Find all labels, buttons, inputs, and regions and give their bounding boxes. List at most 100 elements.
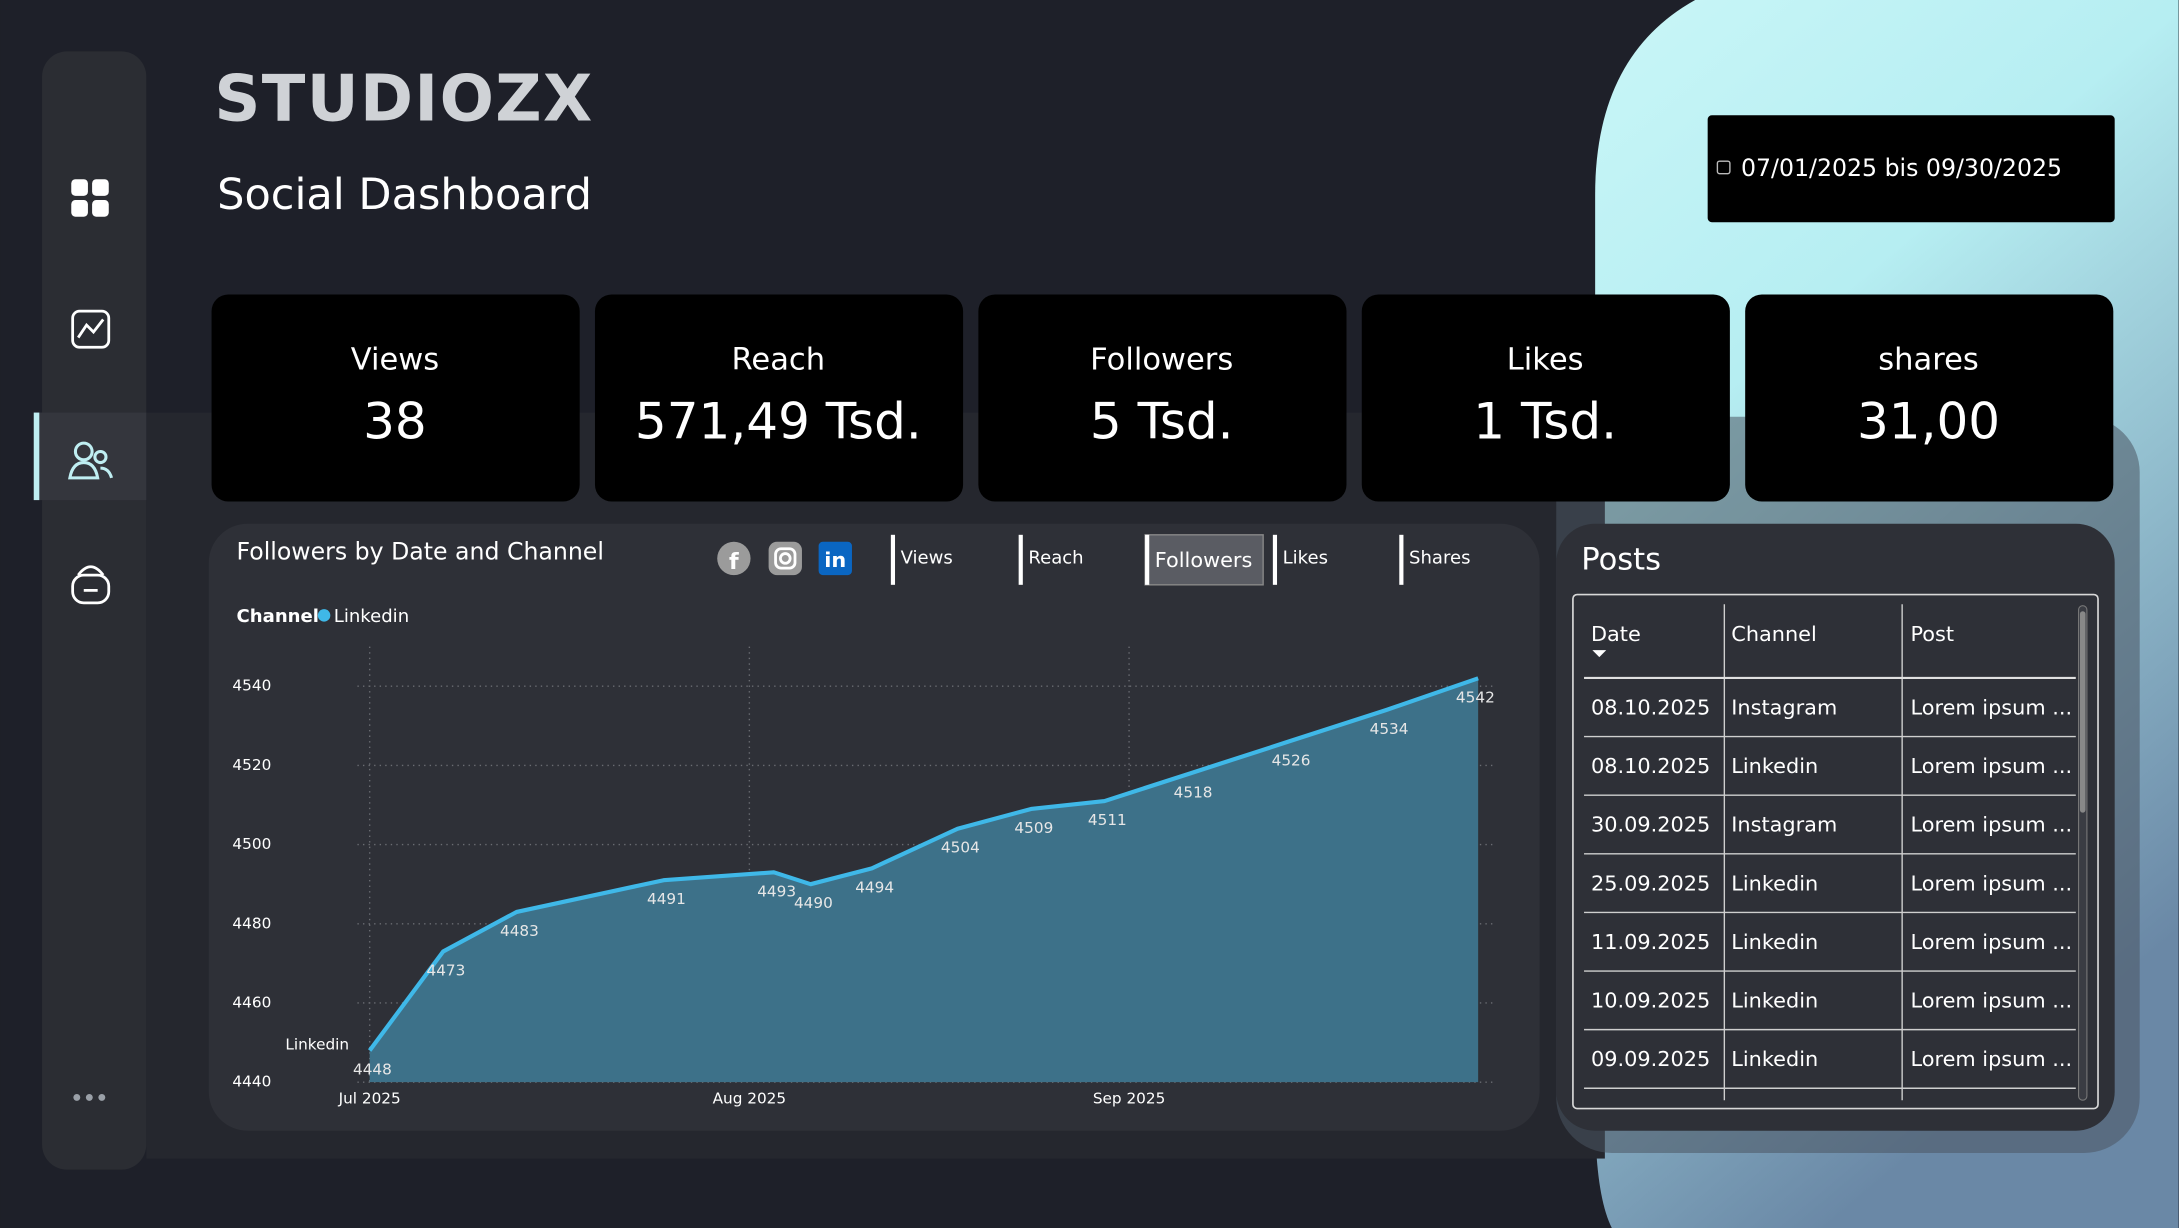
data-label: 4491 <box>647 890 686 908</box>
facebook-icon[interactable] <box>717 541 751 576</box>
posts-panel <box>1556 523 2115 1131</box>
table-cell: Lorem ipsum ... <box>1910 989 2072 1013</box>
data-label: 4504 <box>941 839 980 857</box>
table-cell: Linkedin <box>1731 930 1818 954</box>
linkedin-glyph: in <box>824 548 846 572</box>
line <box>367 676 1479 1052</box>
table-cell: 11.09.2025 <box>1591 930 1710 954</box>
data-label: 4483 <box>500 922 539 940</box>
data-label: 4518 <box>1174 783 1213 801</box>
date-filter[interactable] <box>1707 115 2115 223</box>
kpi-value: 1 Tsd. <box>1473 393 1617 451</box>
y-tick-label: 4440 <box>232 1073 271 1091</box>
table-cell: Linkedin <box>1731 989 1818 1013</box>
button-bar <box>1018 534 1023 585</box>
posts-title: Posts <box>1581 543 1661 578</box>
table-cell: Lorem ipsum ... <box>1910 695 2072 719</box>
kpi-label: Views <box>351 343 439 378</box>
page-title: Social Dashboard <box>217 170 592 220</box>
x-tick-label: Sep 2025 <box>1093 1089 1165 1107</box>
sidebar <box>42 51 147 1170</box>
posts-table: Date Channel Post 08.10.2025 Instagram Lorem … <box>1584 604 2076 1101</box>
nav-active-indicator <box>33 412 40 501</box>
kpi-value: 5 Tsd. <box>1090 393 1234 451</box>
nav-analytics[interactable] <box>71 309 111 349</box>
data-label: 4511 <box>1088 811 1127 829</box>
table-cell: 30.09.2025 <box>1591 813 1710 837</box>
y-tick-label: 4520 <box>232 756 271 774</box>
data-label: 4473 <box>427 961 466 979</box>
y-tick-label: 4460 <box>232 993 271 1011</box>
kpi-card <box>978 294 1347 502</box>
kpi-card <box>1361 294 1730 502</box>
data-label: 4490 <box>794 894 833 912</box>
posts-table-border <box>1572 593 2099 1110</box>
chart-title: Followers by Date and Channel <box>237 537 604 565</box>
data-label: 4509 <box>1014 819 1053 837</box>
legend-label: Linkedin <box>334 606 409 627</box>
nav-social[interactable] <box>68 441 114 480</box>
linkedin-icon[interactable] <box>818 541 852 576</box>
button-bar <box>1399 534 1404 585</box>
scrollbar-thumb[interactable] <box>2079 611 2086 813</box>
kpi-label: Reach <box>732 343 826 378</box>
chart: Channel Linkedin 4440 4460 4480 4500 4520 4540 J… <box>232 606 1497 1107</box>
metric-button-label: Reach <box>1028 547 1083 568</box>
facebook-glyph: f <box>729 549 739 575</box>
table-cell: Linkedin <box>1731 1047 1818 1071</box>
column-header[interactable]: Post <box>1910 622 1954 646</box>
date-range: 07/01/2025 bis 09/30/2025 <box>1741 154 2062 182</box>
instagram-glyph <box>774 547 797 570</box>
kpi-card <box>211 294 580 502</box>
kpi-label: Likes <box>1507 343 1584 378</box>
metric-button-label: Shares <box>1409 547 1470 568</box>
table-cell: Instagram <box>1731 813 1837 837</box>
kpi-label: shares <box>1878 343 1979 378</box>
button-bar <box>1272 534 1278 585</box>
table-cell: Linkedin <box>1731 754 1818 778</box>
table-cell: Instagram <box>1731 695 1837 719</box>
data-label: 4534 <box>1370 720 1409 738</box>
data-label: 4542 <box>1456 688 1495 706</box>
column-header[interactable]: Channel <box>1731 622 1817 646</box>
nav-home[interactable] <box>71 179 109 217</box>
metric-button-active[interactable] <box>1144 534 1264 586</box>
table-cell: 25.09.2025 <box>1591 871 1710 895</box>
metric-button-label: Views <box>901 547 953 568</box>
kpi-value: 571,49 Tsd. <box>635 393 922 451</box>
kpi-card <box>594 294 964 502</box>
x-tick-label: Jul 2025 <box>338 1089 401 1107</box>
calendar-icon <box>1716 160 1731 175</box>
data-label: 4493 <box>757 882 796 900</box>
sort-indicator <box>1592 650 1607 658</box>
y-tick-label: 4540 <box>232 677 271 695</box>
data-label: 4526 <box>1272 752 1311 770</box>
instagram-glyph <box>779 552 792 565</box>
y-tick-label: 4500 <box>232 835 271 853</box>
button-bar <box>890 534 896 585</box>
series-end-label: Linkedin <box>285 1035 349 1053</box>
table-cell: 08.10.2025 <box>1591 695 1710 719</box>
metric-button-label: Likes <box>1283 547 1328 568</box>
table-cell: Lorem ipsum ... <box>1910 1047 2072 1071</box>
legend-marker <box>317 609 331 622</box>
metric-button-label: Followers <box>1155 548 1253 572</box>
data-label: 4448 <box>353 1060 392 1078</box>
instagram-icon[interactable] <box>768 541 802 576</box>
column-header[interactable]: Date <box>1591 622 1641 646</box>
data-label: 4494 <box>855 878 894 896</box>
table-cell: 08.10.2025 <box>1591 754 1710 778</box>
table-cell: 09.09.2025 <box>1591 1047 1710 1071</box>
kpi-value: 38 <box>363 393 427 451</box>
nav-more[interactable] <box>73 1093 106 1101</box>
table-cell: 10.09.2025 <box>1591 989 1710 1013</box>
kpi-value: 31,00 <box>1857 393 2000 451</box>
kpi-card <box>1745 294 2114 502</box>
table-cell: Lorem ipsum ... <box>1910 930 2072 954</box>
logo: STUDIOZX <box>214 62 593 136</box>
nav-other[interactable] <box>71 565 111 605</box>
table-cell: Lorem ipsum ... <box>1910 871 2072 895</box>
area <box>369 678 1479 1083</box>
metric-buttons: Views Reach Followers Likes Shares <box>890 534 1470 586</box>
